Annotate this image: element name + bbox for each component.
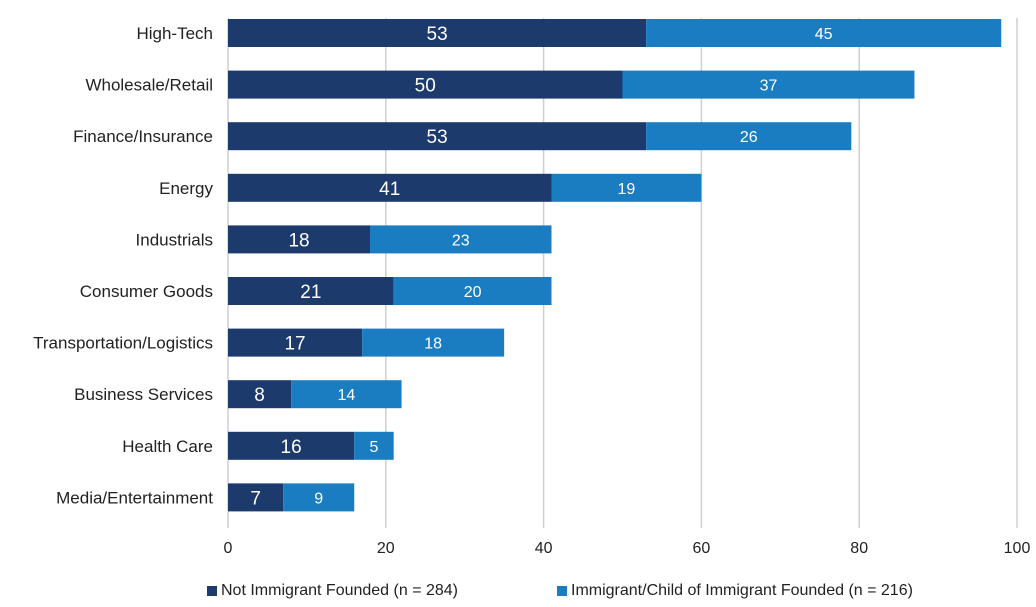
bar-transportation-logistics-series-1 [362,328,505,357]
value-label-transportation-logistics-series-0: 17 [284,334,305,355]
value-label-high-tech-series-0: 53 [427,24,448,45]
category-label-health-care: Health Care [122,437,213,456]
legend-item-not-immigrant: Not Immigrant Founded (n = 284) [207,582,458,600]
category-label-media-entertainment: Media/Entertainment [56,488,213,507]
value-label-consumer-goods-series-0: 21 [300,282,321,303]
value-label-industrials-series-0: 18 [288,230,309,251]
category-label-industrials: Industrials [136,230,213,249]
tick-label-20: 20 [377,540,395,557]
category-label-consumer-goods: Consumer Goods [80,282,213,301]
bar-health-care-series-1 [354,431,394,460]
bar-media-entertainment-series-0 [228,483,284,512]
category-label-wholesale-retail: Wholesale/Retail [85,76,213,95]
value-label-media-entertainment-series-0: 7 [250,488,261,509]
value-label-industrials-series-1: 23 [452,232,470,249]
value-label-transportation-logistics-series-1: 18 [424,336,442,353]
value-label-energy-series-1: 19 [618,181,636,198]
value-label-finance-insurance-series-1: 26 [740,129,758,146]
value-label-finance-insurance-series-0: 53 [427,127,448,148]
legend-item-immigrant: Immigrant/Child of Immigrant Founded (n … [557,582,913,600]
bar-industrials-series-1 [370,225,552,254]
tick-label-60: 60 [693,540,711,557]
value-label-health-care-series-0: 16 [281,437,302,458]
bar-health-care-series-0 [228,431,355,460]
bar-finance-insurance-series-0 [228,122,647,151]
value-label-media-entertainment-series-1: 9 [314,490,323,507]
category-label-finance-insurance: Finance/Insurance [73,127,213,146]
value-label-wholesale-retail-series-1: 37 [760,78,778,95]
value-label-high-tech-series-1: 45 [815,26,833,43]
category-label-business-services: Business Services [74,385,213,404]
bar-industrials-series-0 [228,225,371,254]
bar-transportation-logistics-series-0 [228,328,363,357]
legend: Not Immigrant Founded (n = 284) Immigran… [0,582,1036,606]
bar-business-services-series-1 [291,380,402,409]
bar-high-tech-series-0 [228,19,647,47]
value-label-business-services-series-1: 14 [337,387,355,404]
legend-swatch-immigrant [557,586,567,596]
bar-business-services-series-0 [228,380,292,409]
category-label-high-tech: High-Tech [136,24,213,43]
bar-energy-series-0 [228,173,552,202]
bars [228,19,1002,512]
tick-label-100: 100 [1004,540,1031,557]
labels: 0 20 40 60 80 100 High-Tech 53 45 Wholesale/Retai… [33,24,1030,557]
tick-label-40: 40 [535,540,553,557]
bar-wholesale-retail-series-0 [228,70,623,99]
value-label-consumer-goods-series-1: 20 [464,284,482,301]
bar-media-entertainment-series-1 [283,483,355,512]
category-label-transportation-logistics: Transportation/Logistics [33,334,213,353]
bar-wholesale-retail-series-1 [622,70,915,99]
legend-label-immigrant: Immigrant/Child of Immigrant Founded (n … [571,582,913,599]
value-label-wholesale-retail-series-0: 50 [415,76,436,97]
tick-label-0: 0 [224,540,233,557]
stacked-bar-chart: 0 20 40 60 80 100 High-Tech 53 45 Wholesale/Retai… [33,18,1030,557]
legend-label-not-immigrant: Not Immigrant Founded (n = 284) [221,582,459,599]
category-label-energy: Energy [159,179,213,198]
value-label-energy-series-0: 41 [379,179,400,200]
bar-high-tech-series-1 [646,19,1002,47]
bar-finance-insurance-series-1 [646,122,852,151]
legend-swatch-not-immigrant [207,586,217,596]
bar-consumer-goods-series-0 [228,277,394,305]
tick-label-80: 80 [850,540,868,557]
bar-consumer-goods-series-1 [393,277,552,305]
bar-energy-series-1 [551,173,702,202]
value-label-business-services-series-0: 8 [254,385,265,406]
value-label-health-care-series-1: 5 [370,439,379,456]
